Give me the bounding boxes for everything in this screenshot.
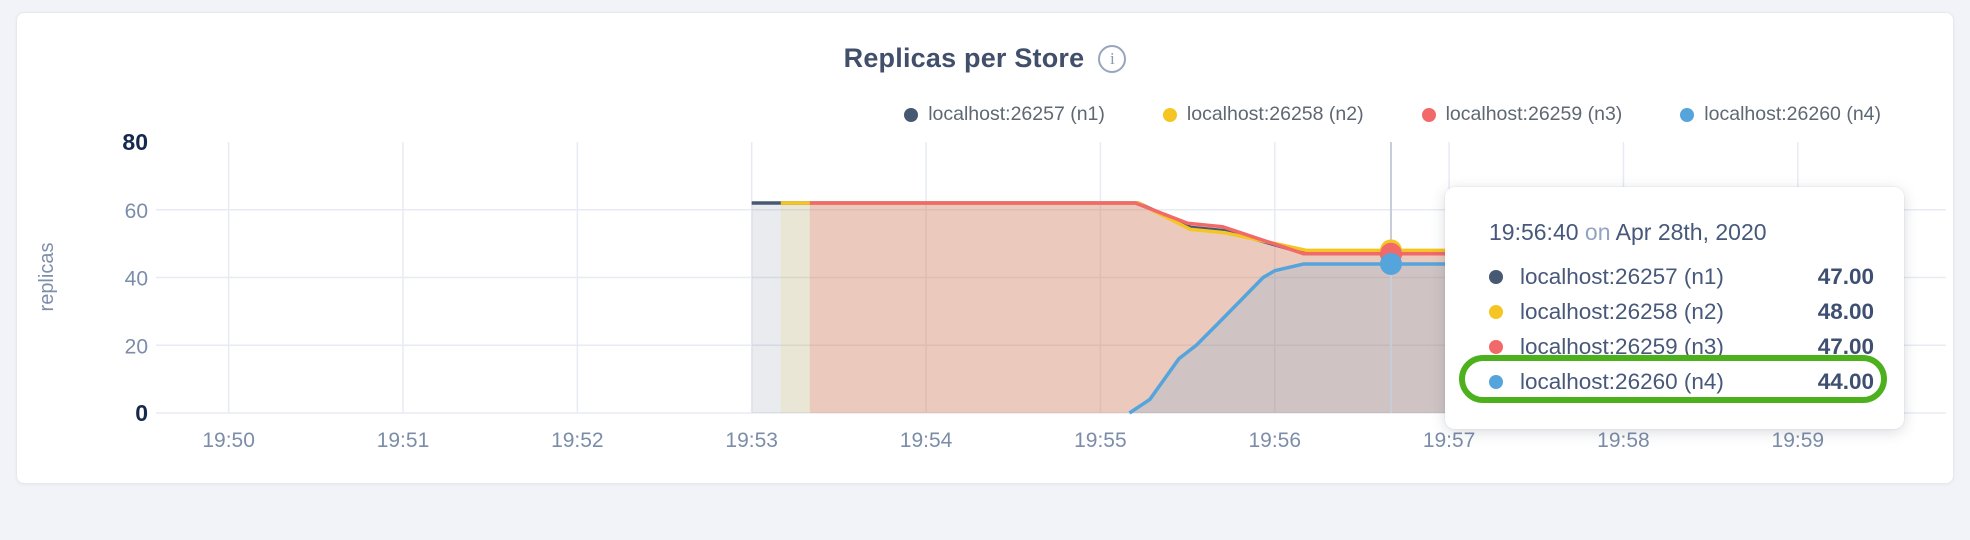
legend-label: localhost:26260 (n4) — [1704, 103, 1881, 125]
tooltip-connector: on — [1584, 219, 1611, 245]
legend-item-n3[interactable]: localhost:26259 (n3) — [1421, 103, 1623, 126]
chart-card: 19:50 19:51 19:52 19:53 19:54 19:55 19:56 19:57… — [16, 12, 1954, 484]
hover-dot-n4 — [1379, 252, 1402, 275]
legend-item-n2[interactable]: localhost:26258 (n2) — [1162, 103, 1364, 126]
series-dot-n2 — [1489, 304, 1503, 319]
chart-header: Replicas per Store i — [17, 43, 1953, 74]
legend-dot-n2 — [1162, 107, 1177, 122]
series-value: 47.00 — [1817, 333, 1874, 359]
y-tick-label: 60 — [125, 200, 148, 223]
tooltip-date: Apr 28th, 2020 — [1615, 219, 1767, 245]
series-area-n1 — [751, 202, 1464, 413]
legend-label: localhost:26259 (n3) — [1445, 103, 1623, 125]
y-tick-label: 80 — [122, 129, 148, 155]
legend-item-n4[interactable]: localhost:26260 (n4) — [1680, 103, 1881, 126]
x-tick-label: 19:59 — [1772, 429, 1825, 452]
series-label: localhost:26260 (n4) — [1520, 368, 1724, 394]
tooltip-row-n4: localhost:26260 (n4) 44.00 — [1489, 364, 1874, 399]
series-dot-n1 — [1489, 269, 1503, 284]
x-tick-label: 19:58 — [1597, 429, 1650, 452]
y-tick-label: 20 — [125, 335, 148, 358]
x-tick-label: 19:50 — [202, 429, 255, 452]
info-icon[interactable]: i — [1098, 44, 1127, 73]
tooltip-time: 19:56:40 — [1489, 219, 1579, 245]
legend-dot-n4 — [1680, 107, 1695, 122]
tooltip-title: 19:56:40 on Apr 28th, 2020 — [1489, 219, 1874, 246]
chart-title: Replicas per Store — [843, 43, 1085, 73]
y-tick-label: 40 — [125, 268, 148, 291]
hover-tooltip: 19:56:40 on Apr 28th, 2020 localhost:262… — [1445, 187, 1904, 429]
y-tick-label: 0 — [135, 400, 148, 426]
x-tick-label: 19:56 — [1248, 429, 1301, 452]
legend: localhost:26257 (n1) localhost:26258 (n2… — [904, 103, 1881, 126]
legend-item-n1[interactable]: localhost:26257 (n1) — [904, 103, 1105, 126]
replicas-chart-svg[interactable]: 19:50 19:51 19:52 19:53 19:54 19:55 19:56 19:57… — [17, 13, 1955, 485]
series-area-n4 — [1129, 263, 1464, 413]
series-line-n3 — [809, 201, 1464, 256]
x-tick-label: 19:52 — [551, 429, 604, 452]
x-tick-label: 19:53 — [725, 429, 778, 452]
series-value: 48.00 — [1817, 298, 1874, 324]
series-dot-n4 — [1489, 374, 1503, 389]
x-tick-label: 19:51 — [377, 429, 430, 452]
series-dot-n3 — [1489, 339, 1503, 354]
series-value: 47.00 — [1817, 263, 1874, 289]
series-value: 44.00 — [1817, 368, 1874, 394]
series-area-n2 — [780, 202, 1464, 413]
series-label: localhost:26258 (n2) — [1520, 298, 1724, 324]
legend-label: localhost:26257 (n1) — [928, 103, 1105, 125]
legend-label: localhost:26258 (n2) — [1186, 103, 1364, 125]
series-area-n3 — [809, 202, 1464, 413]
y-axis-title: replicas — [36, 243, 58, 312]
x-tick-label: 19:54 — [900, 429, 953, 452]
chart-plot-area[interactable]: 19:50 19:51 19:52 19:53 19:54 19:55 19:56 19:57… — [17, 13, 1955, 485]
x-tick-label: 19:57 — [1423, 429, 1476, 452]
tooltip-row-n2: localhost:26258 (n2) 48.00 — [1489, 294, 1874, 329]
series-label: localhost:26257 (n1) — [1520, 263, 1724, 289]
tooltip-row-n1: localhost:26257 (n1) 47.00 — [1489, 259, 1874, 294]
tooltip-rows: localhost:26257 (n1) 47.00 localhost:262… — [1489, 259, 1874, 399]
series-line-n4 — [1128, 262, 1464, 415]
x-tick-label: 19:55 — [1074, 429, 1127, 452]
tooltip-row-n3: localhost:26259 (n3) 47.00 — [1489, 329, 1874, 364]
legend-dot-n3 — [1421, 107, 1436, 122]
legend-dot-n1 — [904, 107, 919, 122]
series-label: localhost:26259 (n3) — [1520, 333, 1724, 359]
